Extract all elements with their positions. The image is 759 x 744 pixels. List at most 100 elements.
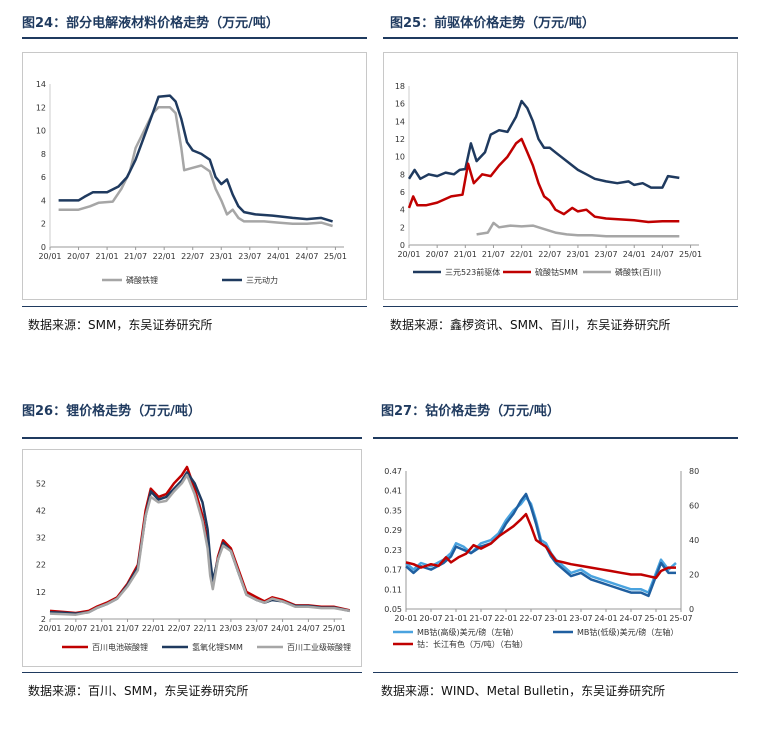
x-tick-label: 25-01 bbox=[644, 614, 667, 623]
chart-title-25: 图25：前驱体价格走势（万元/吨） bbox=[390, 16, 595, 31]
y-tick-label: 14 bbox=[395, 117, 405, 126]
x-tick-label: 23/03 bbox=[219, 624, 242, 633]
cobalt-price-chart: 0.05 0.11 0.17 0.23 0.29 0.35 0.41 0.47 0 20 40 60 8… bbox=[384, 467, 699, 649]
series-line bbox=[407, 137, 680, 224]
source-text-26: 数据来源：百川、SMM，东吴证券研究所 bbox=[28, 684, 249, 698]
source-text-25: 数据来源：鑫椤资讯、SMM、百川，东吴证券研究所 bbox=[390, 318, 671, 332]
x-tick-label: 20/01 bbox=[397, 250, 420, 259]
y-tick-label: 52 bbox=[36, 479, 46, 488]
y-tick-label: 2 bbox=[41, 220, 46, 229]
y-tick-label: 0 bbox=[400, 241, 405, 250]
series-line bbox=[49, 465, 351, 615]
x-tick-label: 23/07 bbox=[238, 252, 261, 261]
series-line bbox=[405, 512, 676, 580]
y-tick-label: 16 bbox=[395, 100, 405, 109]
chart-frame-25 bbox=[383, 52, 738, 300]
y-tick-label: 0.35 bbox=[384, 506, 402, 515]
series-line bbox=[49, 473, 351, 616]
title-rule-26 bbox=[22, 437, 362, 439]
source-text-27: 数据来源：WIND、Metal Bulletin，东吴证券研究所 bbox=[381, 684, 666, 698]
y-tick-label: 32 bbox=[36, 534, 46, 543]
x-tick-label: 20/01 bbox=[38, 624, 61, 633]
x-tick-label: 24-07 bbox=[619, 614, 642, 623]
x-tick-label: 22/01 bbox=[510, 250, 533, 259]
x-tick-label: 20-07 bbox=[419, 614, 442, 623]
x-tick-label: 21/01 bbox=[454, 250, 477, 259]
series-line bbox=[407, 99, 680, 189]
x-tick-label: 22/11 bbox=[194, 624, 217, 633]
x-tick-label: 22-07 bbox=[519, 614, 542, 623]
legend-label: MB钴(高级)美元/磅（左轴） bbox=[417, 627, 518, 637]
x-tick-label: 24/01 bbox=[267, 252, 290, 261]
x-tick-label: 25/01 bbox=[679, 250, 702, 259]
y-tick-label: 0.29 bbox=[384, 526, 402, 535]
y2-tick-label: 0 bbox=[689, 605, 694, 614]
series-line bbox=[49, 471, 351, 615]
y-tick-label: 0.41 bbox=[384, 487, 402, 496]
y2-tick-label: 60 bbox=[689, 502, 699, 511]
series-line bbox=[58, 94, 333, 223]
title-rule-27 bbox=[373, 437, 738, 439]
y-tick-label: 6 bbox=[400, 188, 405, 197]
source-text-24: 数据来源：SMM，东吴证券研究所 bbox=[28, 318, 213, 332]
x-tick-label: 23/01 bbox=[566, 250, 589, 259]
y-tick-label: 8 bbox=[400, 170, 405, 179]
y-tick-label: 0.47 bbox=[384, 467, 402, 476]
chart-frame-26 bbox=[22, 449, 362, 667]
x-tick-label: 22/01 bbox=[142, 624, 165, 633]
x-tick-label: 20/07 bbox=[426, 250, 449, 259]
x-tick-label: 24/01 bbox=[623, 250, 646, 259]
y-tick-label: 42 bbox=[36, 506, 46, 515]
x-tick-label: 20-01 bbox=[394, 614, 417, 623]
x-tick-label: 21-07 bbox=[469, 614, 492, 623]
y-tick-label: 2 bbox=[41, 615, 46, 624]
x-tick-label: 24/07 bbox=[297, 624, 320, 633]
chart-title-24: 图24：部分电解液材料价格走势（万元/吨） bbox=[22, 16, 279, 31]
y-tick-label: 6 bbox=[41, 173, 46, 182]
y-tick-label: 0.23 bbox=[384, 546, 402, 555]
x-tick-label: 25/01 bbox=[324, 252, 347, 261]
electrolyte-price-chart: 0 2 4 6 8 10 12 14 20/01 20/07 21/01 21/07 22/01 22/0… bbox=[36, 80, 347, 285]
legend-label: 三元动力 bbox=[246, 275, 278, 285]
x-tick-label: 23/07 bbox=[245, 624, 268, 633]
y-tick-label: 12 bbox=[395, 135, 405, 144]
y-tick-label: 0.17 bbox=[384, 566, 402, 575]
x-tick-label: 20/01 bbox=[38, 252, 61, 261]
x-tick-label: 25/01 bbox=[323, 624, 346, 633]
x-tick-label: 22/07 bbox=[181, 252, 204, 261]
legend-label: 百川工业级碳酸锂 bbox=[287, 642, 351, 652]
y-tick-label: 22 bbox=[36, 561, 46, 570]
legend-label: 三元523前驱体 bbox=[445, 267, 500, 277]
x-tick-label: 21/01 bbox=[90, 624, 113, 633]
y-tick-label: 10 bbox=[36, 127, 46, 136]
lithium-price-chart: 2 12 22 32 42 52 20/01 20/07 21/01 21/07 22/01 22/0… bbox=[36, 465, 351, 652]
x-tick-label: 22-01 bbox=[494, 614, 517, 623]
y-tick-label: 12 bbox=[36, 588, 46, 597]
title-rule-24 bbox=[22, 37, 367, 39]
y-tick-label: 8 bbox=[41, 150, 46, 159]
x-tick-label: 24-01 bbox=[594, 614, 617, 623]
x-tick-label: 24/07 bbox=[651, 250, 674, 259]
legend-label: 氢氧化锂SMM bbox=[192, 642, 243, 652]
legend-label: 钴：长江有色（万/吨）（右轴） bbox=[417, 639, 528, 649]
chart-title-26: 图26：锂价格走势（万元/吨） bbox=[22, 404, 201, 419]
x-tick-label: 20/07 bbox=[64, 624, 87, 633]
series-line bbox=[58, 106, 333, 228]
legend-label: 百川电池碳酸锂 bbox=[92, 642, 148, 652]
legend-label: MB钴(低级)美元/磅（左轴） bbox=[577, 627, 678, 637]
y-tick-label: 12 bbox=[36, 103, 46, 112]
x-tick-label: 20/07 bbox=[67, 252, 90, 261]
series-line bbox=[405, 492, 676, 598]
source-rule-24 bbox=[22, 306, 367, 307]
y-tick-label: 14 bbox=[36, 80, 46, 89]
chart-title-27: 图27：钴价格走势（万元/吨） bbox=[381, 404, 560, 419]
x-tick-label: 22/07 bbox=[538, 250, 561, 259]
x-tick-label: 22/07 bbox=[168, 624, 191, 633]
x-tick-label: 21/07 bbox=[482, 250, 505, 259]
y-tick-label: 18 bbox=[395, 82, 405, 91]
x-tick-label: 21/07 bbox=[124, 252, 147, 261]
y2-tick-label: 40 bbox=[689, 536, 699, 545]
x-tick-label: 23/07 bbox=[595, 250, 618, 259]
chart-frame-24 bbox=[22, 52, 367, 300]
y-tick-label: 4 bbox=[400, 206, 405, 215]
